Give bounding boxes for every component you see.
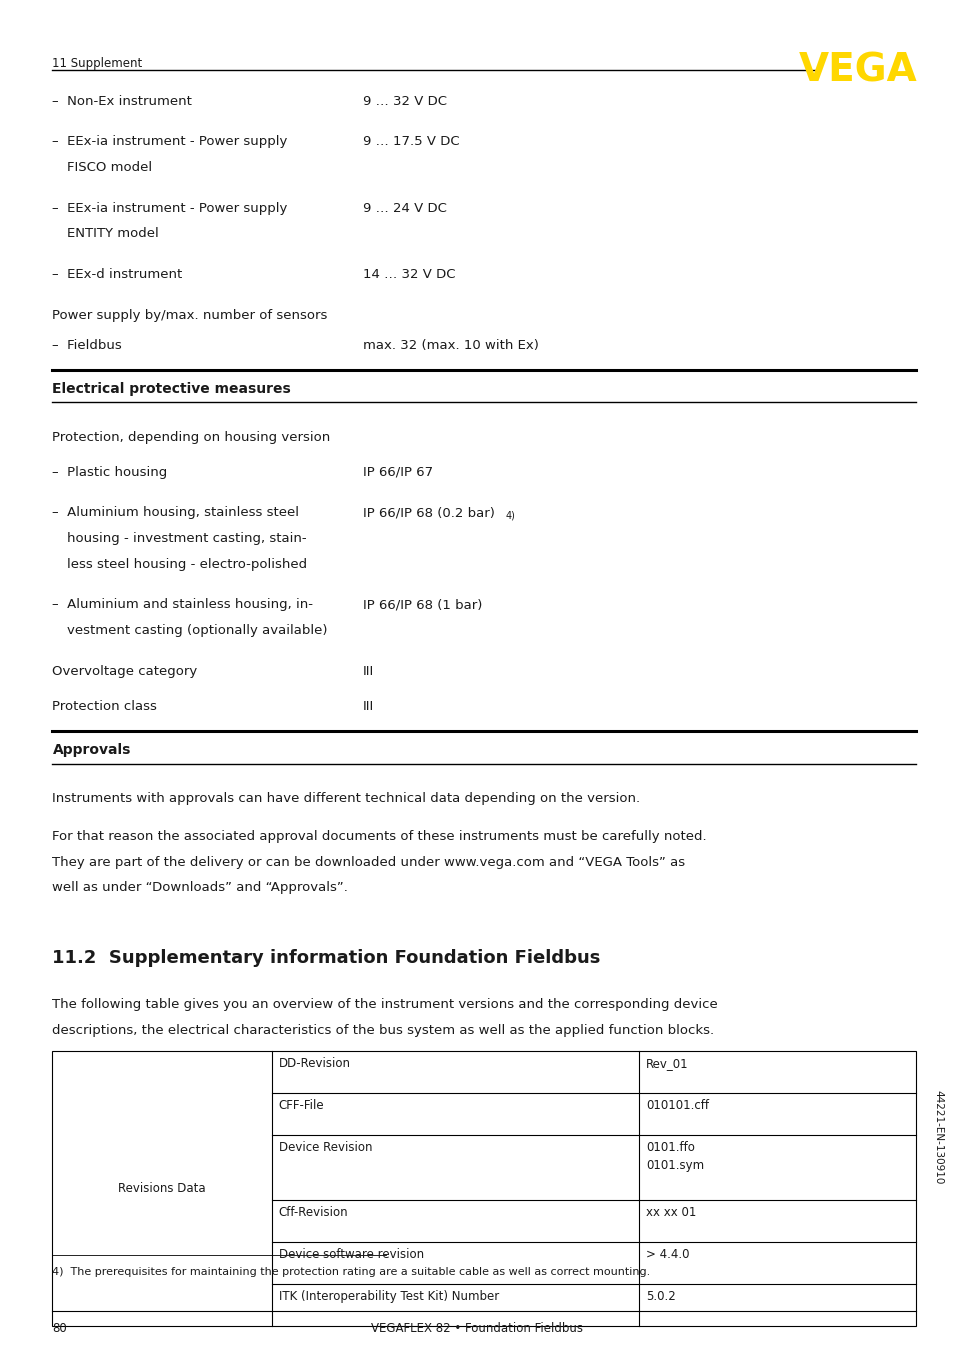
Text: –  Fieldbus: – Fieldbus xyxy=(52,338,122,352)
Text: CFF-File: CFF-File xyxy=(278,1099,324,1113)
Text: Protection, depending on housing version: Protection, depending on housing version xyxy=(52,431,331,444)
Text: housing - investment casting, stain-: housing - investment casting, stain- xyxy=(67,532,306,546)
Text: Power supply by/max. number of sensors: Power supply by/max. number of sensors xyxy=(52,309,328,322)
Text: 11 Supplement: 11 Supplement xyxy=(52,57,143,70)
Text: –  EEx-d instrument: – EEx-d instrument xyxy=(52,268,183,282)
Text: The following table gives you an overview of the instrument versions and the cor: The following table gives you an overvie… xyxy=(52,998,718,1011)
Text: Rev_01: Rev_01 xyxy=(645,1057,688,1071)
Text: –  Aluminium and stainless housing, in-: – Aluminium and stainless housing, in- xyxy=(52,598,314,612)
Text: 0101.ffo
0101.sym: 0101.ffo 0101.sym xyxy=(645,1141,703,1173)
Text: max. 32 (max. 10 with Ex): max. 32 (max. 10 with Ex) xyxy=(362,338,537,352)
Text: III: III xyxy=(362,700,374,714)
Text: –  EEx-ia instrument - Power supply: – EEx-ia instrument - Power supply xyxy=(52,202,288,215)
Text: DD-Revision: DD-Revision xyxy=(278,1057,350,1071)
Text: 11.2  Supplementary information Foundation Fieldbus: 11.2 Supplementary information Foundatio… xyxy=(52,949,600,967)
Text: Electrical protective measures: Electrical protective measures xyxy=(52,382,291,395)
Text: Approvals: Approvals xyxy=(52,743,131,757)
Text: 14 … 32 V DC: 14 … 32 V DC xyxy=(362,268,455,282)
Text: vestment casting (optionally available): vestment casting (optionally available) xyxy=(67,624,327,638)
Text: well as under “Downloads” and “Approvals”.: well as under “Downloads” and “Approvals… xyxy=(52,881,348,895)
Text: –  EEx-ia instrument - Power supply: – EEx-ia instrument - Power supply xyxy=(52,135,288,149)
Text: 9 … 24 V DC: 9 … 24 V DC xyxy=(362,202,446,215)
Text: 4): 4) xyxy=(505,510,515,520)
Text: 44221-EN-130910: 44221-EN-130910 xyxy=(933,1090,943,1185)
Bar xyxy=(52,1051,915,1326)
Text: Device software revision: Device software revision xyxy=(278,1248,423,1262)
Text: –  Non-Ex instrument: – Non-Ex instrument xyxy=(52,95,193,108)
Text: descriptions, the electrical characteristics of the bus system as well as the ap: descriptions, the electrical characteris… xyxy=(52,1024,714,1037)
Text: IP 66/IP 68 (1 bar): IP 66/IP 68 (1 bar) xyxy=(362,598,481,612)
Text: ENTITY model: ENTITY model xyxy=(67,227,158,241)
Text: –  Plastic housing: – Plastic housing xyxy=(52,466,168,479)
Text: VEGAFLEX 82 • Foundation Fieldbus: VEGAFLEX 82 • Foundation Fieldbus xyxy=(371,1322,582,1335)
Text: IP 66/IP 68 (0.2 bar): IP 66/IP 68 (0.2 bar) xyxy=(362,506,494,520)
Text: Device Revision: Device Revision xyxy=(278,1141,372,1155)
Text: III: III xyxy=(362,665,374,678)
Text: Cff-Revision: Cff-Revision xyxy=(278,1206,348,1220)
Text: Revisions Data: Revisions Data xyxy=(118,1182,206,1194)
Text: 010101.cff: 010101.cff xyxy=(645,1099,708,1113)
Text: 9 … 32 V DC: 9 … 32 V DC xyxy=(362,95,446,108)
Text: 9 … 17.5 V DC: 9 … 17.5 V DC xyxy=(362,135,458,149)
Text: IP 66/IP 67: IP 66/IP 67 xyxy=(362,466,433,479)
Text: For that reason the associated approval documents of these instruments must be c: For that reason the associated approval … xyxy=(52,830,706,844)
Text: 4)  The prerequisites for maintaining the protection rating are a suitable cable: 4) The prerequisites for maintaining the… xyxy=(52,1267,650,1277)
Text: xx xx 01: xx xx 01 xyxy=(645,1206,696,1220)
Text: VEGA: VEGA xyxy=(799,51,917,89)
Text: 80: 80 xyxy=(52,1322,67,1335)
Text: Instruments with approvals can have different technical data depending on the ve: Instruments with approvals can have diff… xyxy=(52,792,639,806)
Text: > 4.4.0: > 4.4.0 xyxy=(645,1248,689,1262)
Text: less steel housing - electro-polished: less steel housing - electro-polished xyxy=(67,558,307,571)
Text: Overvoltage category: Overvoltage category xyxy=(52,665,197,678)
Text: FISCO model: FISCO model xyxy=(67,161,152,175)
Text: –  Aluminium housing, stainless steel: – Aluminium housing, stainless steel xyxy=(52,506,299,520)
Text: ITK (Interoperability Test Kit) Number: ITK (Interoperability Test Kit) Number xyxy=(278,1290,498,1304)
Text: 5.0.2: 5.0.2 xyxy=(645,1290,675,1304)
Text: They are part of the delivery or can be downloaded under www.vega.com and “VEGA : They are part of the delivery or can be … xyxy=(52,856,685,869)
Text: Protection class: Protection class xyxy=(52,700,157,714)
